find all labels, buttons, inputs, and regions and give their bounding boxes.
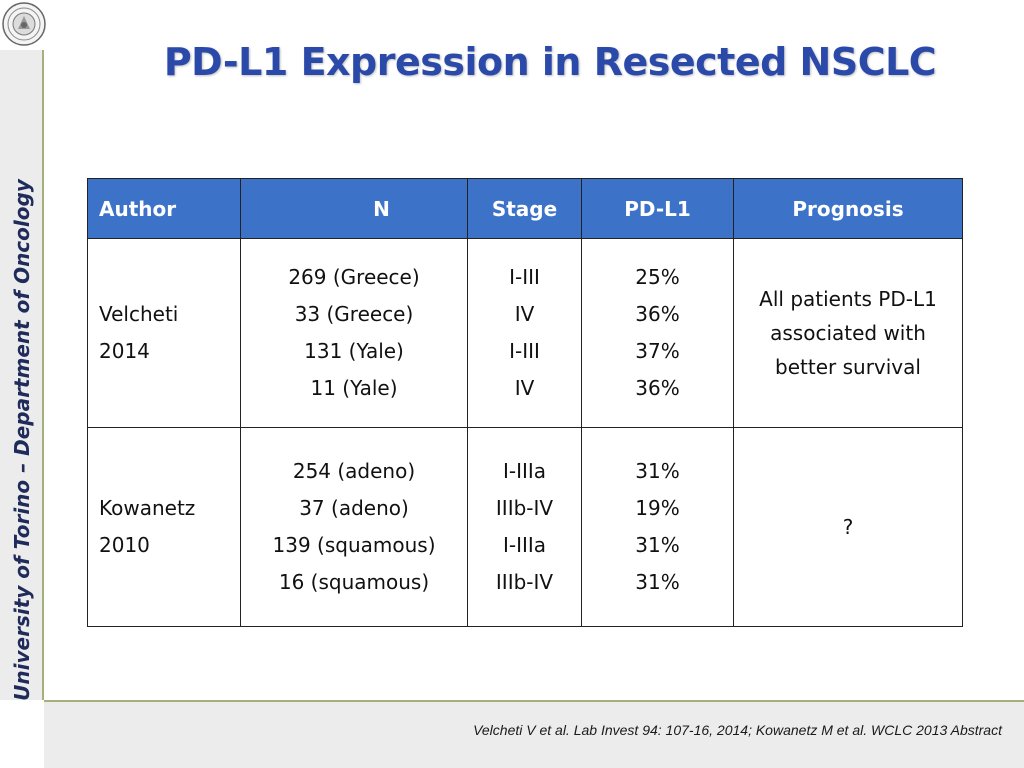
sidebar-band: University of Torino – Department of Onc… [0, 50, 44, 701]
header-author: Author [87, 178, 241, 239]
pdl1-value: 36% [635, 302, 680, 326]
n-value: 131 (Yale) [304, 339, 404, 363]
prognosis-line: better survival [775, 355, 921, 379]
table-row: Velcheti 2014 269 (Greece) 33 (Greece) 1… [87, 238, 963, 428]
cell-pdl1: 25% 36% 37% 36% [581, 238, 734, 428]
author-name: Kowanetz [99, 496, 196, 520]
prognosis-line: associated with [770, 321, 926, 345]
header-stage: Stage [467, 178, 582, 239]
pdl1-value: 25% [635, 265, 680, 289]
stage-value: I-III [509, 339, 540, 363]
prognosis-line: All patients PD-L1 [759, 287, 937, 311]
n-value: 33 (Greece) [294, 302, 414, 326]
cell-author: Velcheti 2014 [87, 238, 241, 428]
n-value: 37 (adeno) [299, 496, 409, 520]
pdl1-value: 31% [635, 459, 680, 483]
header-n-label: N [373, 196, 390, 221]
pdl1-value: 36% [635, 376, 680, 400]
n-value: 16 (squamous) [278, 570, 430, 594]
cell-n: 254 (adeno) 37 (adeno) 139 (squamous) 16… [240, 427, 468, 627]
prognosis-line: ? [842, 515, 854, 539]
sidebar-affiliation: University of Torino – Department of Onc… [10, 179, 34, 701]
n-value: 139 (squamous) [272, 533, 436, 557]
cell-n: 269 (Greece) 33 (Greece) 131 (Yale) 11 (… [240, 238, 468, 428]
author-name: Velcheti [99, 302, 179, 326]
n-value: 269 (Greece) [288, 265, 420, 289]
page-title: PD-L1 Expression in Resected NSCLC [163, 40, 937, 84]
author-year: 2014 [99, 339, 150, 363]
stage-value: IIIb-IV [495, 570, 554, 594]
cell-stage: I-IIIa IIIb-IV I-IIIa IIIb-IV [467, 427, 582, 627]
table-header-row: Author N Stage PD-L1 Prognosis [87, 178, 963, 239]
cell-author: Kowanetz 2010 [87, 427, 241, 627]
pdl1-value: 31% [635, 533, 680, 557]
cell-prognosis: All patients PD-L1 associated with bette… [733, 238, 963, 428]
header-prognosis: Prognosis [733, 178, 963, 239]
stage-value: IIIb-IV [495, 496, 554, 520]
cell-prognosis: ? [733, 427, 963, 627]
header-n: N [240, 178, 468, 239]
stage-value: IV [514, 376, 535, 400]
pdl1-value: 37% [635, 339, 680, 363]
cell-stage: I-III IV I-III IV [467, 238, 582, 428]
footer-band: Velcheti V et al. Lab Invest 94: 107-16,… [44, 700, 1024, 768]
pdl1-value: 19% [635, 496, 680, 520]
university-seal-icon [2, 2, 46, 46]
stage-value: I-IIIa [502, 533, 547, 557]
pdl1-table: Author N Stage PD-L1 Prognosis Velcheti … [87, 178, 963, 627]
stage-value: I-III [509, 265, 540, 289]
cell-pdl1: 31% 19% 31% 31% [581, 427, 734, 627]
author-year: 2010 [99, 533, 150, 557]
n-value: 11 (Yale) [310, 376, 398, 400]
citation: Velcheti V et al. Lab Invest 94: 107-16,… [473, 722, 1002, 738]
stage-value: I-IIIa [502, 459, 547, 483]
n-value: 254 (adeno) [292, 459, 416, 483]
pdl1-value: 31% [635, 570, 680, 594]
table-row: Kowanetz 2010 254 (adeno) 37 (adeno) 139… [87, 427, 963, 627]
stage-value: IV [514, 302, 535, 326]
header-pdl1: PD-L1 [581, 178, 734, 239]
